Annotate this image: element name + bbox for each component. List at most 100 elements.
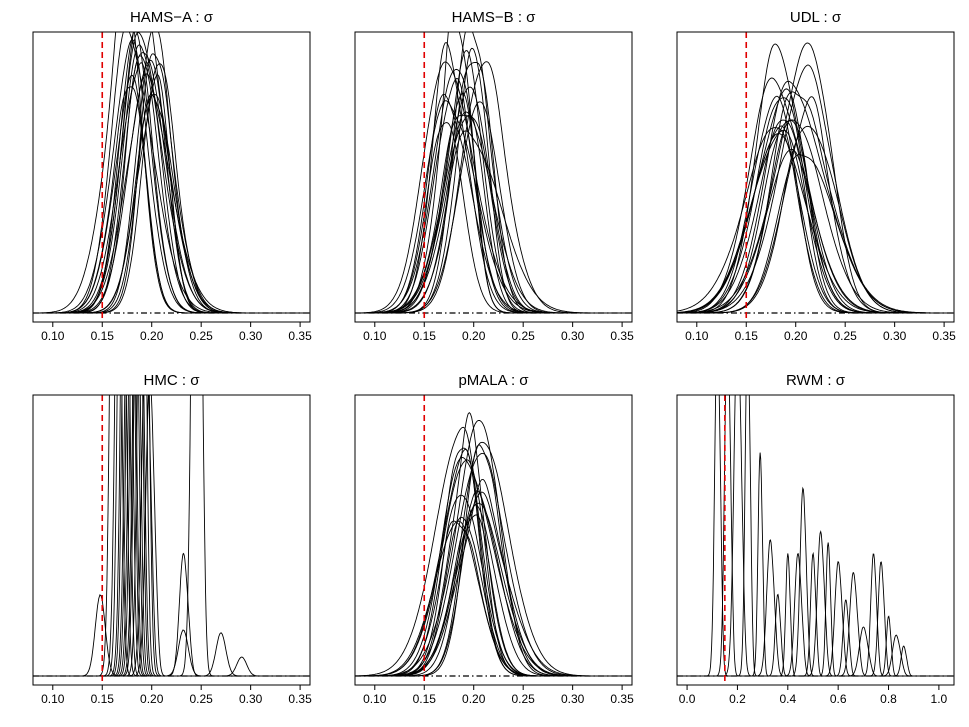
density-curve bbox=[33, 632, 310, 677]
density-curve bbox=[33, 395, 310, 677]
panel-title: UDL : σ bbox=[790, 9, 842, 26]
density-curve bbox=[33, 74, 310, 314]
density-curve bbox=[355, 47, 632, 314]
density-curve bbox=[677, 634, 954, 677]
plot-frame bbox=[354, 394, 633, 686]
x-tick-label: 0.15 bbox=[91, 329, 115, 343]
x-tick-label: 0.25 bbox=[189, 329, 213, 343]
panel-5: RWM : σ 0.0 0.2 0.4 0.6 0.8 1.0 bbox=[676, 372, 955, 706]
density-curve bbox=[677, 561, 954, 677]
density-curve bbox=[33, 395, 310, 677]
density-curve bbox=[355, 490, 632, 677]
x-tick-label: 1.0 bbox=[931, 692, 948, 706]
density-curve bbox=[355, 86, 632, 314]
density-curve bbox=[677, 80, 954, 314]
panel-title: RWM : σ bbox=[786, 372, 846, 389]
x-tick-label: 0.4 bbox=[779, 692, 796, 706]
density-curve bbox=[355, 478, 632, 677]
density-curve bbox=[33, 395, 310, 677]
density-curve bbox=[355, 68, 632, 314]
x-tick-label: 0.30 bbox=[883, 329, 907, 343]
density-curve bbox=[33, 74, 310, 314]
density-curve bbox=[33, 395, 310, 677]
x-tick-label: 0.35 bbox=[288, 692, 312, 706]
x-tick-label: 0.30 bbox=[239, 692, 263, 706]
density-curve bbox=[355, 452, 632, 677]
x-tick-label: 0.15 bbox=[91, 692, 115, 706]
panel-3: HMC : σ 0.10 0.15 0.20 0.25 0.30 0.35 bbox=[32, 372, 312, 706]
density-curve bbox=[677, 645, 954, 677]
x-tick-label: 0.20 bbox=[462, 329, 486, 343]
plot-frame bbox=[354, 31, 633, 323]
panel-4: pMALA : σ 0.10 0.15 0.20 0.25 0.30 0.35 bbox=[354, 372, 634, 706]
panel-1: HAMS−B : σ 0.10 0.15 0.20 0.25 0.30 0.35 bbox=[354, 9, 634, 343]
x-tick-label: 0.35 bbox=[610, 692, 634, 706]
density-curve bbox=[33, 38, 310, 314]
plot-frame bbox=[32, 394, 311, 686]
x-tick-label: 0.10 bbox=[41, 329, 65, 343]
x-tick-label: 0.10 bbox=[685, 329, 709, 343]
density-curve bbox=[355, 50, 632, 314]
x-tick-label: 0.10 bbox=[41, 692, 65, 706]
panel-title: pMALA : σ bbox=[458, 372, 529, 389]
density-curve bbox=[33, 32, 310, 314]
density-curve bbox=[355, 491, 632, 677]
density-curve bbox=[677, 542, 954, 677]
density-curve bbox=[33, 656, 310, 677]
density-curve bbox=[355, 41, 632, 314]
density-curve bbox=[33, 395, 310, 677]
density-curve bbox=[33, 552, 310, 677]
density-curve bbox=[677, 539, 954, 677]
x-tick-label: 0.35 bbox=[932, 329, 956, 343]
x-tick-label: 0.25 bbox=[511, 329, 535, 343]
density-curve bbox=[677, 553, 954, 677]
x-tick-label: 0.2 bbox=[729, 692, 746, 706]
density-curve bbox=[33, 395, 310, 677]
density-curve bbox=[33, 395, 310, 677]
density-curve bbox=[33, 395, 310, 677]
x-tick-label: 0.30 bbox=[239, 329, 263, 343]
density-curve bbox=[33, 594, 310, 677]
x-tick-label: 0.15 bbox=[735, 329, 759, 343]
x-tick-label: 0.8 bbox=[880, 692, 897, 706]
density-curve bbox=[677, 553, 954, 677]
density-curve bbox=[33, 395, 310, 677]
x-tick-label: 0.30 bbox=[561, 692, 585, 706]
plot-frame bbox=[676, 31, 955, 323]
density-curve bbox=[33, 395, 310, 677]
x-tick-label: 0.30 bbox=[561, 329, 585, 343]
density-curve bbox=[677, 486, 954, 677]
x-tick-label: 0.20 bbox=[462, 692, 486, 706]
density-curve bbox=[33, 395, 310, 677]
x-tick-label: 0.25 bbox=[511, 692, 535, 706]
density-curve bbox=[677, 88, 954, 314]
density-curve bbox=[355, 62, 632, 314]
density-curve bbox=[677, 154, 954, 314]
panel-title: HAMS−A : σ bbox=[130, 9, 214, 26]
panel-0: HAMS−A : σ 0.10 0.15 0.20 0.25 0.30 0.35 bbox=[32, 9, 312, 343]
plot-frame bbox=[676, 394, 955, 686]
x-tick-label: 0.15 bbox=[413, 329, 437, 343]
density-curve bbox=[677, 452, 954, 677]
x-tick-label: 0.10 bbox=[363, 692, 387, 706]
panel-title: HAMS−B : σ bbox=[452, 9, 537, 26]
x-tick-label: 0.35 bbox=[288, 329, 312, 343]
plot-frame bbox=[32, 31, 311, 323]
x-tick-label: 0.20 bbox=[784, 329, 808, 343]
density-curve bbox=[33, 629, 310, 677]
density-curve bbox=[33, 32, 310, 314]
density-curve bbox=[33, 395, 310, 677]
density-curve bbox=[677, 561, 954, 677]
density-curve bbox=[355, 78, 632, 314]
x-tick-label: 0.6 bbox=[830, 692, 847, 706]
x-tick-label: 0.20 bbox=[140, 329, 164, 343]
x-tick-label: 0.10 bbox=[363, 329, 387, 343]
x-tick-label: 0.20 bbox=[140, 692, 164, 706]
x-tick-label: 0.0 bbox=[679, 692, 696, 706]
panel-title: HMC : σ bbox=[144, 372, 201, 389]
density-curve bbox=[677, 551, 954, 677]
x-tick-label: 0.25 bbox=[833, 329, 857, 343]
density-curve bbox=[355, 32, 632, 314]
x-tick-label: 0.15 bbox=[413, 692, 437, 706]
